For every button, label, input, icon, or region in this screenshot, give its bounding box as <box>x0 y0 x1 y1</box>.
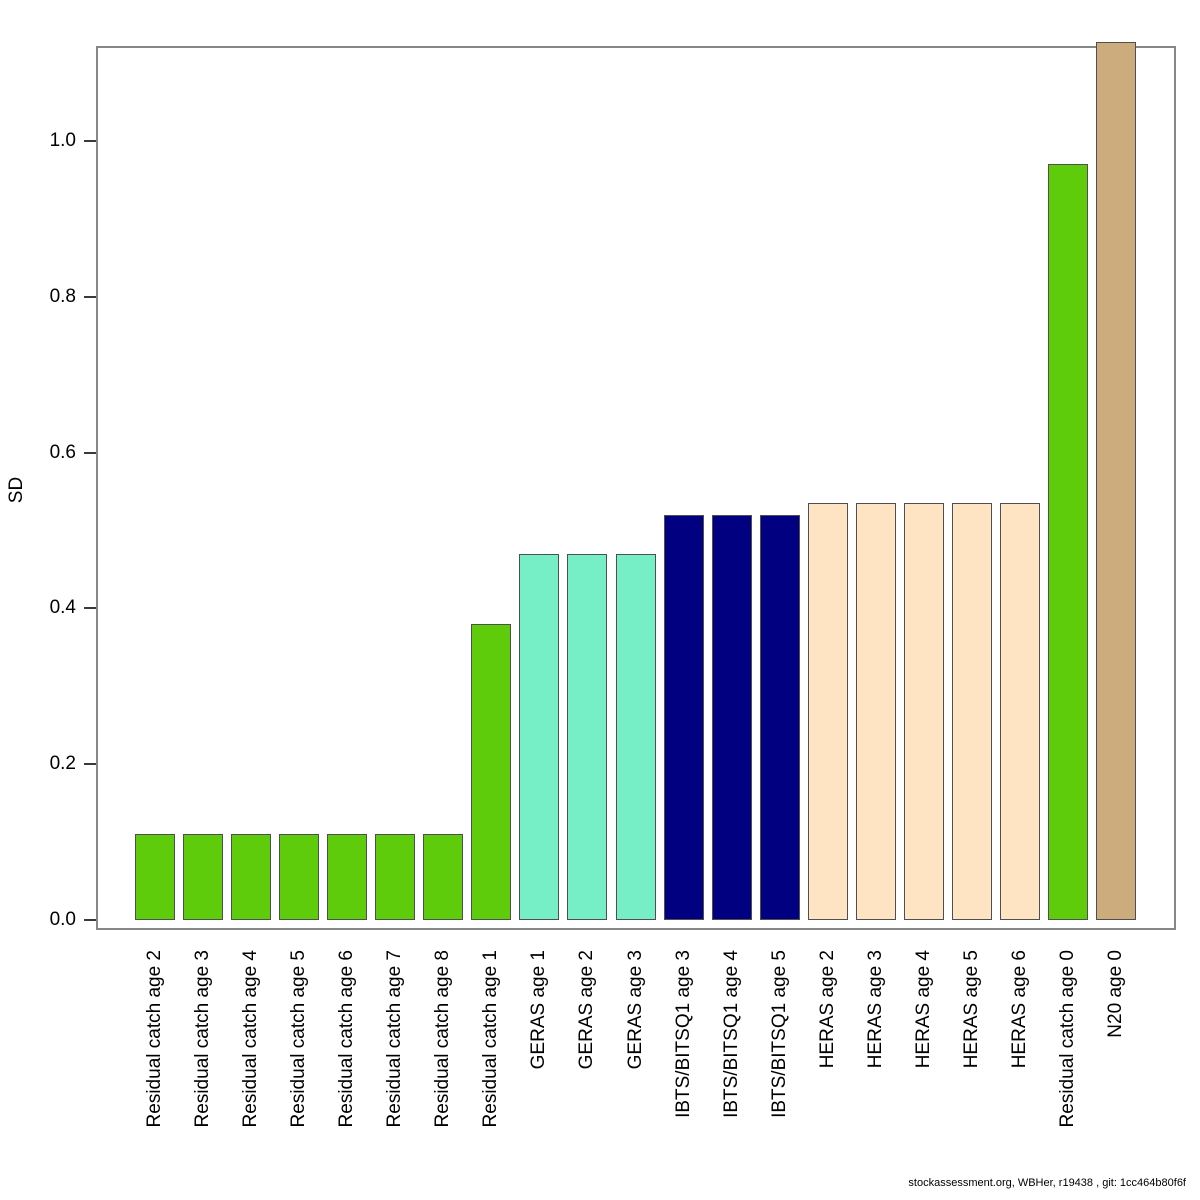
bar-residual-catch-age-8 <box>423 834 463 920</box>
footer-watermark: stockassessment.org, WBHer, r19438 , git… <box>908 1177 1186 1189</box>
x-axis-label: HERAS age 5 <box>961 950 982 1069</box>
bar-residual-catch-age-5 <box>279 834 319 920</box>
x-axis-label: Residual catch age 2 <box>144 950 165 1128</box>
bar-residual-catch-age-0 <box>1048 164 1088 920</box>
bar-geras-age-2 <box>567 554 607 920</box>
x-axis-label: Residual catch age 3 <box>192 950 213 1128</box>
bar-residual-catch-age-1 <box>471 624 511 920</box>
bar-geras-age-1 <box>519 554 559 920</box>
bar-residual-catch-age-2 <box>135 834 175 920</box>
y-tick-label: 0.4 <box>49 597 76 619</box>
y-tick-label: 0.0 <box>49 909 76 930</box>
y-tick-mark <box>84 607 96 610</box>
y-tick-mark <box>84 140 96 142</box>
y-tick-mark <box>84 919 96 921</box>
x-axis-label: HERAS age 6 <box>1009 950 1030 1069</box>
bar-residual-catch-age-6 <box>327 834 367 920</box>
y-tick-mark <box>84 295 96 298</box>
bar-ibts-bitsq1-age-3 <box>664 515 704 920</box>
bar-ibts-bitsq1-age-4 <box>712 515 752 920</box>
bar-residual-catch-age-7 <box>375 834 415 920</box>
x-axis-label: Residual catch age 6 <box>336 950 357 1128</box>
y-tick-mark <box>84 451 96 454</box>
bar-ibts-bitsq1-age-5 <box>760 515 800 920</box>
y-tick-label: 1.0 <box>49 130 76 151</box>
x-axis-label: HERAS age 2 <box>817 950 838 1069</box>
x-axis-label: Residual catch age 5 <box>288 950 309 1128</box>
bar-residual-catch-age-3 <box>183 834 223 920</box>
y-tick-label: 0.6 <box>49 441 76 463</box>
x-axis-label: HERAS age 4 <box>913 950 934 1069</box>
y-tick-mark <box>84 763 96 766</box>
x-axis-label: Residual catch age 7 <box>384 950 405 1128</box>
x-axis-label: HERAS age 3 <box>865 950 886 1069</box>
bar-heras-age-5 <box>952 503 992 920</box>
bar-heras-age-6 <box>1000 503 1040 920</box>
x-axis-label: IBTS/BITSQ1 age 4 <box>721 950 742 1118</box>
x-axis-label: Residual catch age 0 <box>1057 950 1078 1128</box>
bar-heras-age-2 <box>808 503 848 920</box>
bar-residual-catch-age-4 <box>231 834 271 920</box>
bar-n20-age-0 <box>1096 42 1136 920</box>
bar-geras-age-3 <box>616 554 656 920</box>
x-axis-label: IBTS/BITSQ1 age 3 <box>673 950 694 1118</box>
y-tick-label: 0.8 <box>49 285 76 307</box>
x-axis-label: GERAS age 3 <box>625 950 646 1070</box>
y-tick-label: 0.2 <box>49 753 76 775</box>
x-axis-label: IBTS/BITSQ1 age 5 <box>769 950 790 1118</box>
x-axis-label: Residual catch age 1 <box>480 950 501 1128</box>
x-axis-label: Residual catch age 4 <box>240 950 261 1128</box>
x-axis-label: GERAS age 1 <box>528 950 549 1070</box>
x-axis-label: GERAS age 2 <box>576 950 597 1070</box>
bar-heras-age-4 <box>904 503 944 920</box>
x-axis-label: Residual catch age 8 <box>432 950 453 1128</box>
x-axis-label: N20 age 0 <box>1105 950 1126 1038</box>
bar-heras-age-3 <box>856 503 896 920</box>
